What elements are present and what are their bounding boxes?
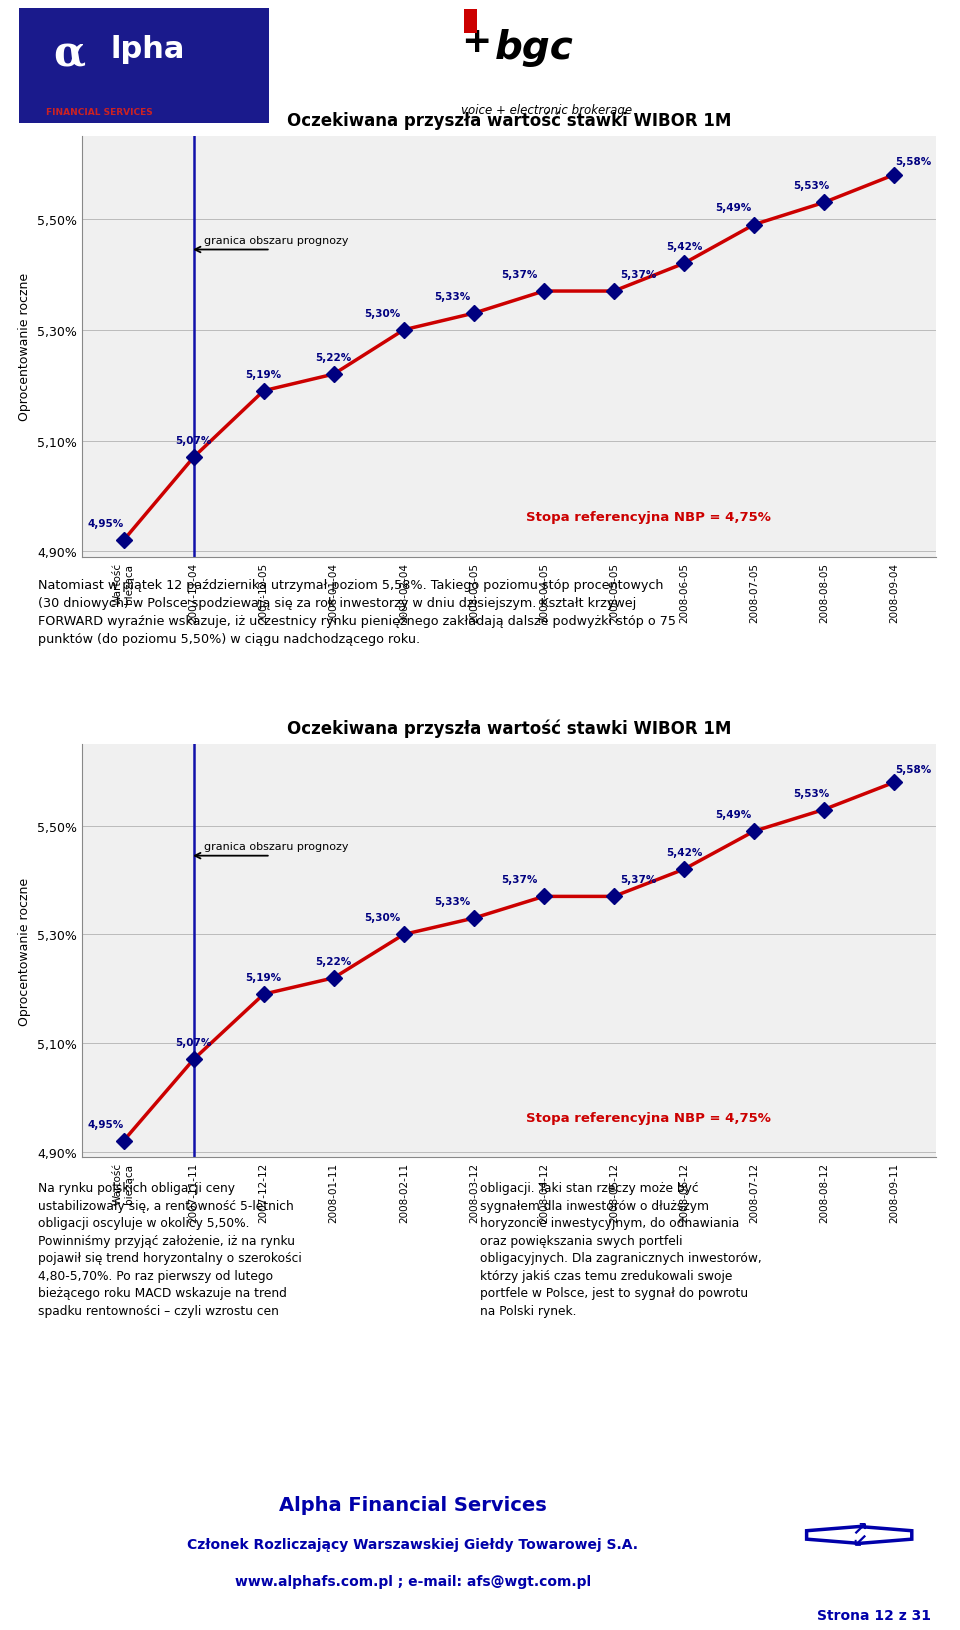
Text: 5,49%: 5,49% [715, 810, 751, 820]
Text: Stopa referencyjna NBP = 4,75%: Stopa referencyjna NBP = 4,75% [526, 512, 771, 525]
Text: 5,33%: 5,33% [435, 292, 471, 302]
Text: Na rynku polskich obligacji ceny
ustabilizowały się, a rentowność 5-letnich
obli: Na rynku polskich obligacji ceny ustabil… [38, 1182, 302, 1317]
FancyBboxPatch shape [19, 10, 269, 124]
Text: 5,07%: 5,07% [176, 435, 212, 445]
Polygon shape [806, 1527, 912, 1544]
Text: voice + electronic brokerage: voice + electronic brokerage [461, 104, 632, 117]
Text: α: α [53, 34, 84, 75]
Text: 5,22%: 5,22% [316, 957, 352, 967]
Title: Oczekiwana przyszła wartość stawki WIBOR 1M: Oczekiwana przyszła wartość stawki WIBOR… [287, 111, 731, 130]
Bar [464, 10, 477, 34]
Text: 5,49%: 5,49% [715, 204, 751, 214]
Text: 5,37%: 5,37% [620, 269, 657, 280]
Text: FINANCIAL SERVICES: FINANCIAL SERVICES [46, 108, 153, 117]
Text: 5,22%: 5,22% [316, 352, 352, 363]
Text: ↗: ↗ [851, 1519, 868, 1539]
Text: 5,53%: 5,53% [793, 787, 829, 799]
Text: 5,30%: 5,30% [365, 913, 401, 923]
Text: 5,33%: 5,33% [435, 897, 471, 906]
Text: 4,95%: 4,95% [88, 518, 124, 528]
Text: obligacji. Taki stan rzeczy może być
sygnałem dla inwestorów o dłuższym
horyzonc: obligacji. Taki stan rzeczy może być syg… [480, 1182, 761, 1317]
Text: granica obszaru prognozy: granica obszaru prognozy [204, 841, 348, 852]
Text: 5,42%: 5,42% [665, 848, 702, 857]
Text: 4,95%: 4,95% [88, 1120, 124, 1130]
Text: ↙: ↙ [851, 1532, 868, 1550]
Text: bgc: bgc [494, 29, 573, 67]
Text: 5,07%: 5,07% [176, 1038, 212, 1048]
Text: 5,19%: 5,19% [246, 370, 281, 380]
Y-axis label: Oprocentowanie roczne: Oprocentowanie roczne [18, 877, 31, 1025]
Text: 5,42%: 5,42% [665, 241, 702, 253]
Text: Alpha Financial Services: Alpha Financial Services [279, 1495, 546, 1514]
Text: Stopa referencyjna NBP = 4,75%: Stopa referencyjna NBP = 4,75% [526, 1112, 771, 1125]
Text: 5,19%: 5,19% [246, 973, 281, 983]
Text: Członek Rozliczający Warszawskiej Giełdy Towarowej S.A.: Członek Rozliczający Warszawskiej Giełdy… [187, 1537, 638, 1552]
Text: Strona 12 z 31: Strona 12 z 31 [817, 1607, 931, 1622]
Text: 5,53%: 5,53% [793, 181, 829, 191]
Text: lpha: lpha [110, 36, 184, 64]
Text: www.alphafs.com.pl ; e-mail: afs@wgt.com.pl: www.alphafs.com.pl ; e-mail: afs@wgt.com… [235, 1575, 590, 1588]
Text: 5,37%: 5,37% [620, 875, 657, 885]
Text: 5,37%: 5,37% [501, 875, 538, 885]
Text: Natomiast w piątek 12 października utrzymał poziom 5,58%. Takiego poziomu stóp p: Natomiast w piątek 12 października utrzy… [38, 579, 677, 645]
Text: 5,30%: 5,30% [365, 308, 401, 318]
Text: 5,37%: 5,37% [501, 269, 538, 280]
Text: +: + [461, 24, 492, 59]
Text: 5,58%: 5,58% [896, 158, 932, 168]
Text: granica obszaru prognozy: granica obszaru prognozy [204, 236, 348, 246]
Title: Oczekiwana przyszła wartość stawki WIBOR 1M: Oczekiwana przyszła wartość stawki WIBOR… [287, 719, 731, 738]
Y-axis label: Oprocentowanie roczne: Oprocentowanie roczne [18, 274, 31, 421]
Text: 5,58%: 5,58% [896, 764, 932, 774]
